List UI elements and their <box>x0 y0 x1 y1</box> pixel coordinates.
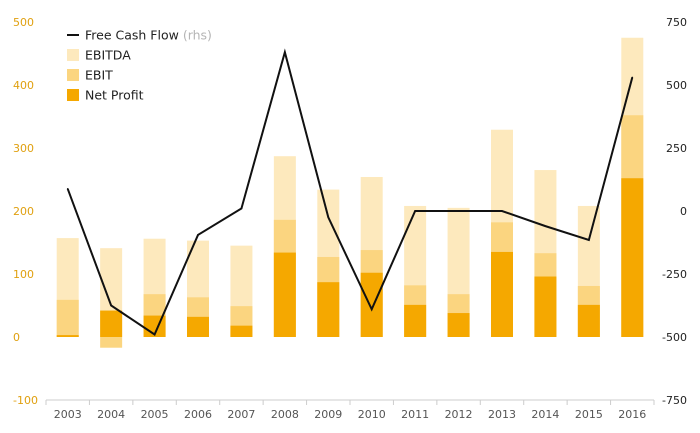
x-tick-label: 2009 <box>314 408 342 421</box>
y-left-tick-label: -100 <box>13 394 38 407</box>
y-right-tick-label: 0 <box>680 205 687 218</box>
net-profit-bar-2014 <box>534 276 557 337</box>
y-right-tick-label: -750 <box>662 394 687 407</box>
y-left-tick-label: 500 <box>13 16 34 29</box>
y-left-tick-label: 100 <box>13 268 34 281</box>
axes-layer: 2003 2004 2005 2006 2007 2008 2009 2010 2011 2012… <box>13 16 687 421</box>
x-tick-label: 2005 <box>141 408 169 421</box>
x-tick-label: 2016 <box>618 408 646 421</box>
free-cash-flow-point-2009 <box>327 216 330 219</box>
net-profit-bar-2008 <box>273 252 296 337</box>
free-cash-flow-point-2012 <box>457 210 460 212</box>
x-tick-label: 2015 <box>575 408 603 421</box>
fcf-line-layer <box>66 48 634 336</box>
net-profit-bar-2016 <box>621 178 644 337</box>
legend-label-ebitda: EBITDA <box>85 48 131 63</box>
net-profit-bar-2004 <box>100 310 123 337</box>
free-cash-flow-point-2005 <box>153 333 156 336</box>
free-cash-flow-point-2007 <box>240 207 243 210</box>
free-cash-flow-point-2004 <box>110 304 112 307</box>
ebit-bar-2003 <box>56 299 79 337</box>
legend: Free Cash Flow (rhs) EBITDA EBIT Net Profit <box>67 28 212 103</box>
free-cash-flow-point-2006 <box>197 234 199 236</box>
y-right-tick-label: 750 <box>666 16 687 29</box>
net-profit-bar-2003 <box>56 335 79 337</box>
net-profit-bar-2010 <box>360 272 383 337</box>
free-cash-flow-point-2011 <box>414 210 416 212</box>
free-cash-flow-point-2010 <box>370 308 373 311</box>
legend-label-free-cash-flow: Free Cash Flow (rhs) <box>85 28 212 43</box>
x-tick-label: 2011 <box>401 408 429 421</box>
free-cash-flow-point-2013 <box>501 210 503 212</box>
y-left-tick-label: 400 <box>13 79 34 92</box>
net-profit-bar-2007 <box>230 325 253 337</box>
free-cash-flow-line <box>66 48 634 336</box>
x-tick-label: 2007 <box>227 408 255 421</box>
y-right-tick-label: 500 <box>666 79 687 92</box>
net-profit-bar-2011 <box>404 304 427 337</box>
y-right-tick-label: -250 <box>662 268 687 281</box>
free-cash-flow-point-2008 <box>284 51 286 54</box>
legend-swatch-net-profit <box>67 89 79 101</box>
legend-label-ebit: EBIT <box>85 68 113 83</box>
x-tick-label: 2003 <box>54 408 82 421</box>
x-tick-label: 2006 <box>184 408 212 421</box>
x-tick-label: 2013 <box>488 408 516 421</box>
y-left-tick-label: 0 <box>13 331 20 344</box>
free-cash-flow-point-2015 <box>588 239 590 241</box>
net-profit-bar-2006 <box>187 316 209 337</box>
y-right-tick-label: 250 <box>666 142 687 155</box>
net-profit-bar-2009 <box>317 282 340 337</box>
net-profit-bar-2012 <box>447 313 470 337</box>
y-left-tick-label: 300 <box>13 142 34 155</box>
y-right-tick-label: -500 <box>662 331 687 344</box>
x-tick-label: 2004 <box>97 408 125 421</box>
free-cash-flow-point-2016 <box>631 76 634 79</box>
net-profit-bar-2015 <box>577 304 600 337</box>
legend-swatch-ebit <box>67 69 79 81</box>
net-profit-bar-2013 <box>491 251 513 337</box>
legend-label-net-profit: Net Profit <box>85 88 144 103</box>
x-tick-label: 2014 <box>531 408 559 421</box>
x-tick-label: 2008 <box>271 408 299 421</box>
bar-layer <box>56 37 644 348</box>
free-cash-flow-point-2003 <box>66 188 69 190</box>
ebit-bar-2004 <box>100 337 123 348</box>
free-cash-flow-point-2014 <box>544 225 547 227</box>
x-tick-label: 2012 <box>445 408 473 421</box>
y-left-tick-label: 200 <box>13 205 34 218</box>
legend-swatch-ebitda <box>67 49 79 61</box>
x-tick-label: 2010 <box>358 408 386 421</box>
